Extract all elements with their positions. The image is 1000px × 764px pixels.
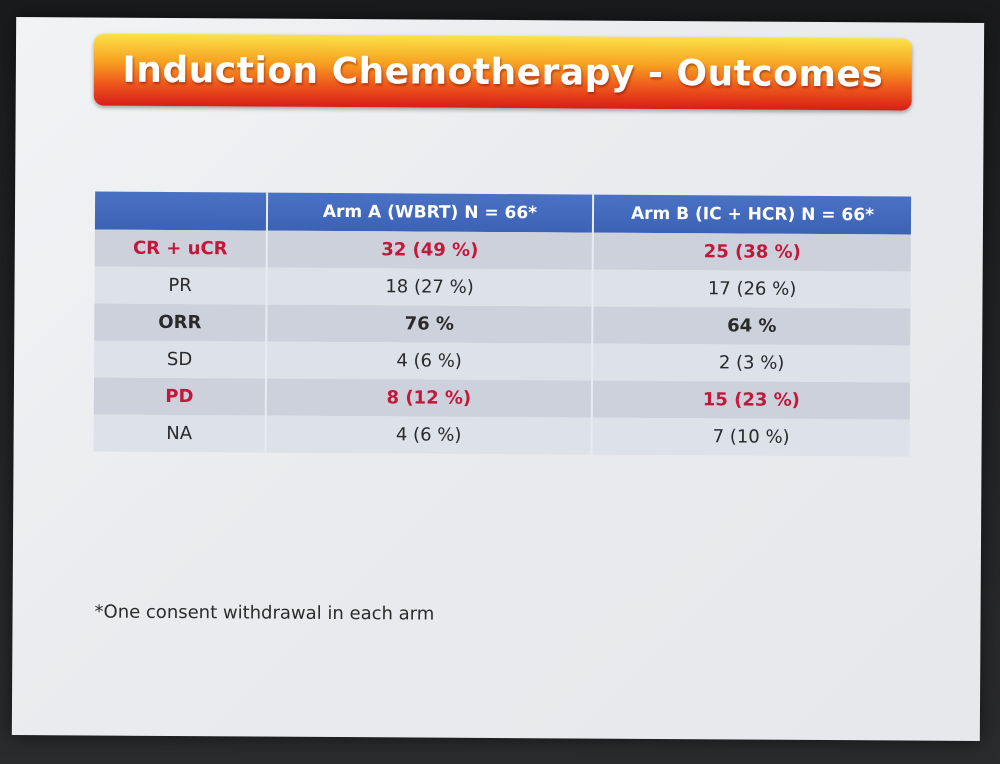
table-row: SD 4 (6 %) 2 (3 %) (94, 340, 911, 383)
arm-a-value: 18 (27 %) (266, 267, 593, 307)
arm-b-value: 7 (10 %) (591, 417, 910, 457)
arm-b-value: 25 (38 %) (592, 232, 911, 272)
row-label: PR (94, 266, 267, 305)
footnote: *One consent withdrawal in each arm (94, 601, 435, 625)
presentation-slide: Induction Chemotherapy - Outcomes Arm A … (11, 17, 985, 741)
slide-title: Induction Chemotherapy - Outcomes (122, 49, 884, 95)
arm-a-value: 4 (6 %) (265, 415, 592, 455)
arm-b-value: 2 (3 %) (591, 343, 911, 383)
row-label: PD (93, 377, 266, 416)
row-label: SD (94, 340, 267, 379)
header-arm-a: Arm A (WBRT) N = 66* (266, 192, 594, 233)
arm-a-value: 4 (6 %) (265, 341, 593, 381)
table-row: NA 4 (6 %) 7 (10 %) (93, 414, 910, 457)
row-label: NA (93, 414, 266, 453)
header-arm-b: Arm B (IC + HCR) N = 66* (592, 194, 912, 235)
outcomes-table: Arm A (WBRT) N = 66* Arm B (IC + HCR) N … (93, 191, 912, 457)
table-row: ORR 76 % 64 % (94, 303, 911, 346)
arm-a-value: 8 (12 %) (265, 378, 592, 418)
table-row: CR + uCR 32 (49 %) 25 (38 %) (94, 229, 911, 272)
title-banner: Induction Chemotherapy - Outcomes (93, 33, 913, 111)
table-header-row: Arm A (WBRT) N = 66* Arm B (IC + HCR) N … (94, 191, 912, 235)
table-row: PR 18 (27 %) 17 (26 %) (94, 266, 911, 309)
arm-b-value: 15 (23 %) (591, 380, 910, 420)
arm-b-value: 64 % (592, 306, 911, 346)
header-empty-cell (94, 191, 268, 231)
arm-a-value: 76 % (266, 304, 593, 344)
arm-b-value: 17 (26 %) (592, 269, 911, 309)
row-label: CR + uCR (94, 229, 267, 268)
table-row: PD 8 (12 %) 15 (23 %) (93, 377, 910, 420)
row-label: ORR (94, 303, 267, 342)
arm-a-value: 32 (49 %) (266, 230, 593, 270)
